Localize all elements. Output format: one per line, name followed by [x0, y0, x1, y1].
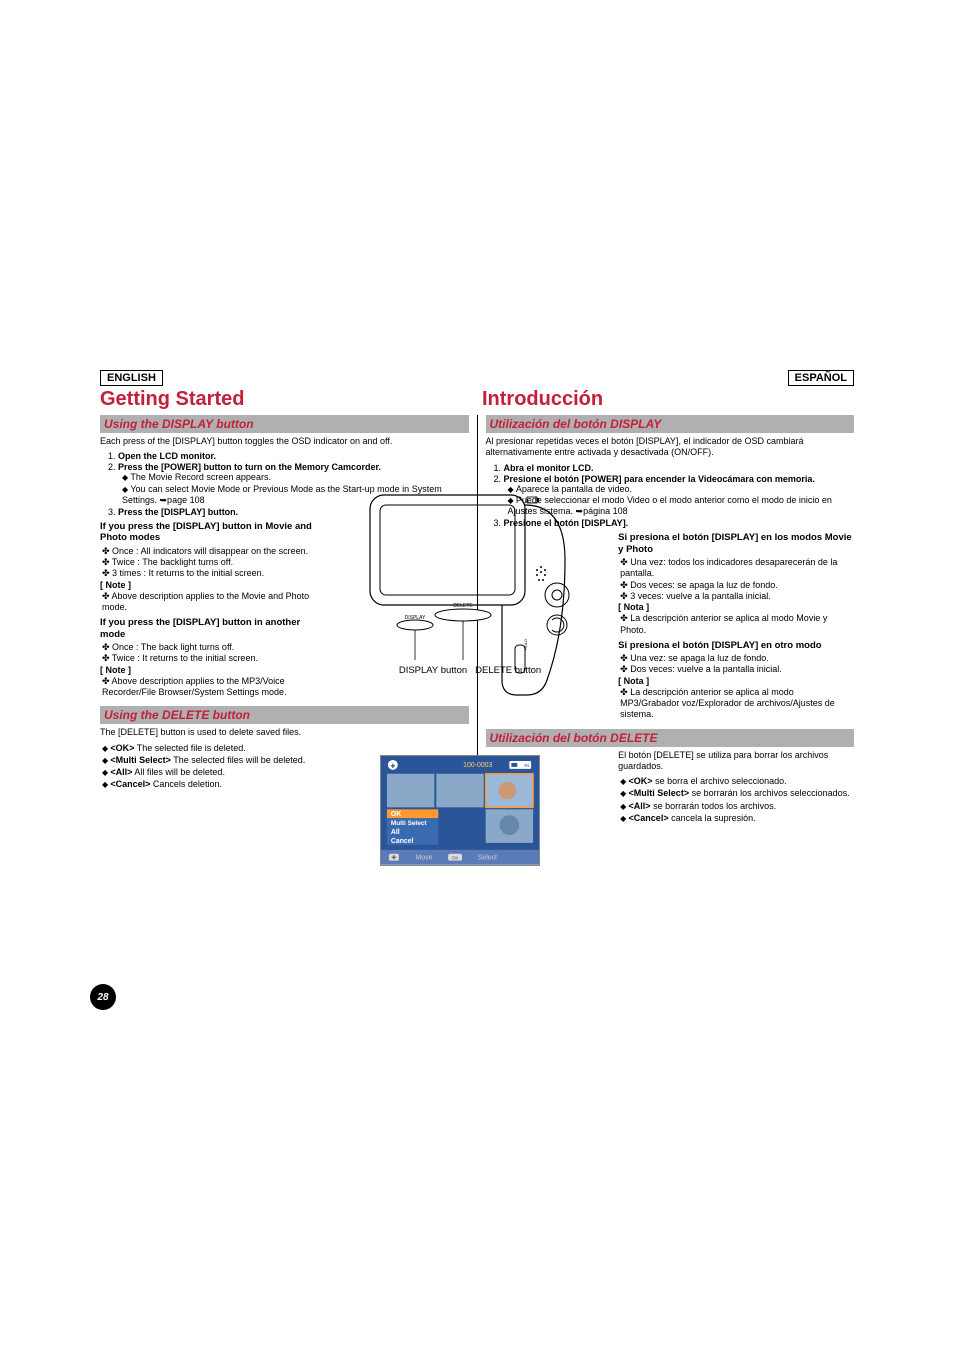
note1-en: [ Note ] Above description applies to th… [100, 580, 314, 614]
modes1a-en: Once : All indicators will disappear on … [102, 546, 314, 557]
delete-cancel-es: <Cancel> cancela la supresión. [620, 813, 854, 824]
modes2b-es: Dos veces: vuelve a la pantalla inicial. [620, 664, 854, 675]
delete-button-caption: DELETE button [475, 665, 541, 676]
columns: Using the DISPLAY button Each press of t… [100, 415, 854, 825]
display-button-caption: DISPLAY button [399, 665, 467, 676]
svg-text:Select: Select [478, 855, 497, 862]
modes2-title-en: If you press the [DISPLAY] button in ano… [100, 617, 314, 640]
note1-es: [ Nota ] La descripción anterior se apli… [618, 602, 854, 636]
thumbnail-figure: ✚ 100-0003 IN OK [380, 755, 540, 875]
modes1c-en: 3 times : It returns to the initial scre… [102, 568, 314, 579]
modes1-title-en: If you press the [DISPLAY] button in Mov… [100, 521, 314, 544]
display-button-label: DISPLAY [405, 615, 426, 621]
svg-text:Cancel: Cancel [391, 838, 414, 845]
delete-multi-en: <Multi Select> The selected files will b… [102, 755, 314, 766]
content-area: ENGLISH ESPAÑOL Getting Started Introduc… [100, 370, 854, 980]
modes1b-es: Dos veces: se apaga la luz de fondo. [620, 580, 854, 591]
svg-text:Move: Move [416, 855, 433, 862]
display-intro-en: Each press of the [DISPLAY] button toggl… [100, 436, 469, 447]
note2-text-es: La descripción anterior se aplica al mod… [620, 687, 854, 721]
step1-en: Open the LCD monitor. [118, 451, 216, 461]
svg-text:✚: ✚ [391, 855, 396, 862]
section-utilizacion-display: Utilización del botón DISPLAY [486, 415, 855, 433]
modes1-list-es: Una vez: todos los indicadores desaparec… [618, 557, 854, 602]
modes2b-en: Twice : It returns to the initial screen… [102, 653, 314, 664]
svg-text:HOLD: HOLD [523, 639, 528, 650]
title-getting-started: Getting Started [100, 388, 472, 411]
modes1-list-en: Once : All indicators will disappear on … [100, 546, 314, 580]
modes1a-es: Una vez: todos los indicadores desaparec… [620, 557, 854, 580]
modes2a-en: Once : The back light turns off. [102, 642, 314, 653]
step3-en: Press the [DISPLAY] button. [118, 507, 238, 517]
delete-section-es: Utilización del botón DELETE El botón [D… [486, 729, 855, 825]
note2-title-es: [ Nota ] [618, 676, 854, 687]
svg-text:OK: OK [452, 856, 460, 862]
step2-es: Presione el botón [POWER] para encender … [504, 474, 815, 484]
note2-text-en: Above description applies to the MP3/Voi… [102, 676, 314, 699]
delete-intro-en: The [DELETE] button is used to delete sa… [100, 727, 314, 738]
note2-title-en: [ Note ] [100, 665, 314, 676]
device-figure: DELETE DISPLAY HOLD DISPLAY button [355, 485, 585, 725]
delete-cancel-en: <Cancel> Cancels deletion. [102, 779, 314, 790]
display-intro-es: Al presionar repetidas veces el botón [D… [486, 436, 855, 459]
note2-en: [ Note ] Above description applies to th… [100, 665, 314, 699]
lang-espanol: ESPAÑOL [788, 370, 854, 386]
title-introduccion: Introducción [472, 388, 854, 411]
step2a-en: The Movie Record screen appears. [122, 472, 469, 483]
svg-text:✚: ✚ [390, 763, 395, 770]
modes2-list-es: Una vez: se apaga la luz de fondo. Dos v… [618, 653, 854, 676]
step1-es: Abra el monitor LCD. [504, 463, 594, 473]
modes2-title-es: Si presiona el botón [DISPLAY] en otro m… [618, 640, 854, 651]
svg-text:IN: IN [524, 763, 529, 769]
page-number-badge: 28 [90, 984, 116, 1010]
section-utilizacion-delete: Utilización del botón DELETE [486, 729, 855, 747]
modes2a-es: Una vez: se apaga la luz de fondo. [620, 653, 854, 664]
modes1c-es: 3 veces: vuelve a la pantalla inicial. [620, 591, 854, 602]
device-button-labels: DISPLAY button DELETE button [385, 665, 555, 676]
delete-button-label: DELETE [453, 603, 473, 609]
section-using-display: Using the DISPLAY button [100, 415, 469, 433]
note2-es: [ Nota ] La descripción anterior se apli… [618, 676, 854, 721]
svg-text:OK: OK [391, 811, 401, 818]
delete-list-es: <OK> se borra el archivo seleccionado. <… [618, 776, 854, 824]
page-number: 28 [90, 984, 116, 1010]
delete-all-en: <All> All files will be deleted. [102, 767, 314, 778]
manual-page: ENGLISH ESPAÑOL Getting Started Introduc… [0, 0, 954, 1350]
note1-text-en: Above description applies to the Movie a… [102, 591, 314, 614]
delete-list-en: <OK> The selected file is deleted. <Mult… [100, 743, 314, 791]
modes1-title-es: Si presiona el botón [DISPLAY] en los mo… [618, 532, 854, 555]
lang-english: ENGLISH [100, 370, 163, 386]
modes-block-en: If you press the [DISPLAY] button in Mov… [100, 521, 314, 698]
language-row: ENGLISH ESPAÑOL [100, 370, 854, 386]
delete-multi-es: <Multi Select> se borrarán los archivos … [620, 788, 854, 799]
delete-menu-screenshot: ✚ 100-0003 IN OK [380, 755, 540, 866]
modes-block-es: Si presiona el botón [DISPLAY] en los mo… [618, 532, 854, 720]
delete-all-es: <All> se borrarán todos los archivos. [620, 801, 854, 812]
delete-ok-en: <OK> The selected file is deleted. [102, 743, 314, 754]
step2-en: Press the [POWER] button to turn on the … [118, 462, 381, 472]
modes2-list-en: Once : The back light turns off. Twice :… [100, 642, 314, 665]
svg-text:All: All [391, 829, 400, 836]
note1-title-en: [ Note ] [100, 580, 314, 591]
svg-text:Multi Select: Multi Select [391, 820, 427, 827]
delete-ok-es: <OK> se borra el archivo seleccionado. [620, 776, 854, 787]
delete-intro-es: El botón [DELETE] se utiliza para borrar… [618, 750, 854, 773]
title-row: Getting Started Introducción [100, 388, 854, 411]
note1-title-es: [ Nota ] [618, 602, 854, 613]
svg-text:100-0003: 100-0003 [463, 762, 492, 769]
modes1b-en: Twice : The backlight turns off. [102, 557, 314, 568]
note1-text-es: La descripción anterior se aplica al mod… [620, 613, 854, 636]
